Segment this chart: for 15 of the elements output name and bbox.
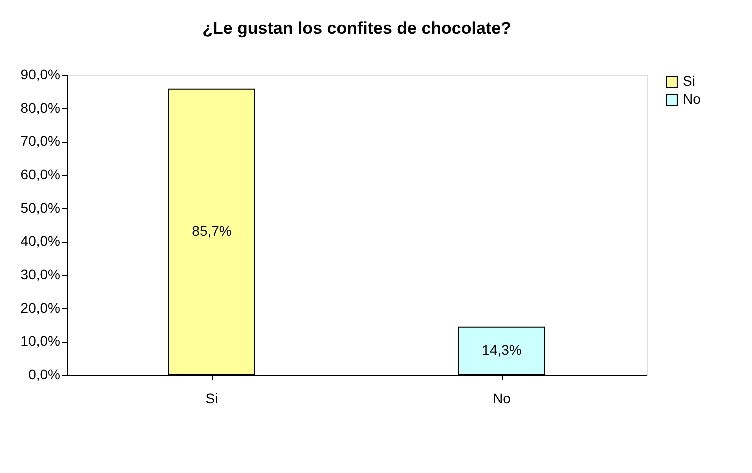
chart-title: ¿Le gustan los confites de chocolate? [202, 19, 512, 38]
data-label: 85,7% [192, 223, 232, 240]
y-tick-label: 0,0% [28, 366, 60, 382]
y-tick-label: 80,0% [20, 100, 60, 116]
y-tick-label: 90,0% [20, 66, 60, 82]
y-tick-label: 60,0% [20, 166, 60, 182]
data-label: 14,3% [482, 342, 522, 358]
y-tick-label: 50,0% [20, 200, 60, 216]
y-tick-label: 30,0% [20, 266, 60, 282]
y-tick-label: 70,0% [20, 133, 60, 150]
y-tick-label: 40,0% [20, 233, 60, 250]
legend-label: No [683, 91, 702, 107]
legend-label: Si [683, 73, 696, 89]
y-tick-label: 20,0% [20, 300, 60, 316]
y-tick-label: 10,0% [20, 333, 60, 350]
